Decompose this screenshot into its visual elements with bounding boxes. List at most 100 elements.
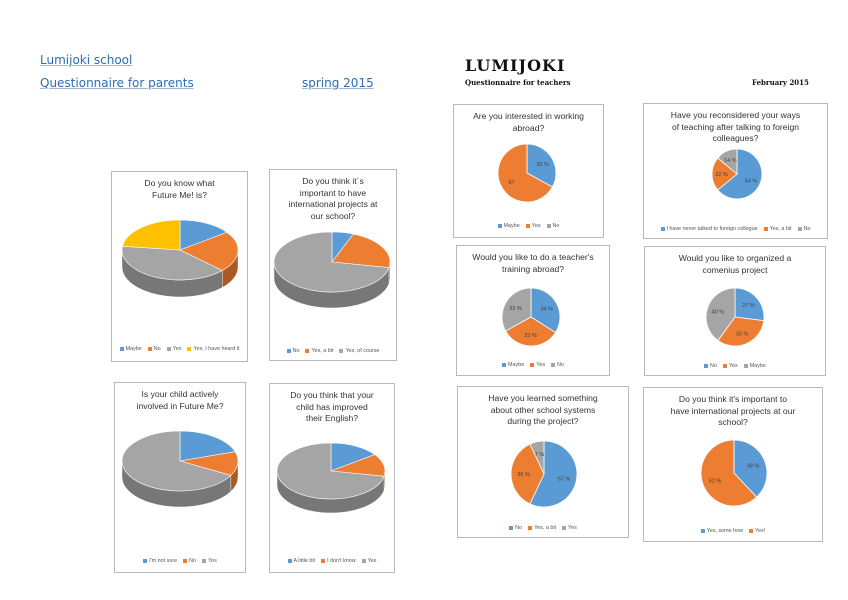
- chart-title-line: during the project?: [507, 416, 579, 426]
- chart-title-line: Do you know what: [144, 178, 215, 188]
- legend-label: Yes: [531, 223, 541, 229]
- legend-label: I'm not sure: [149, 558, 178, 564]
- data-label: 22 %: [715, 172, 728, 178]
- legend-label: No: [552, 223, 560, 229]
- pie-chart: [276, 442, 386, 514]
- legend-item: Yes: [525, 223, 541, 229]
- chart-title: Do you think it´s important to have intern…: [276, 176, 390, 222]
- chart-title: Is your child actively involved in Future…: [121, 389, 239, 412]
- chart-title-line: school?: [718, 417, 748, 427]
- data-label: 36 %: [517, 472, 530, 478]
- legend-label: Yes, of course: [345, 348, 380, 354]
- legend-swatch: [743, 363, 748, 368]
- legend-item: A little bit: [287, 558, 315, 564]
- legend-item: No: [546, 223, 560, 229]
- legend-label: Yes: [568, 525, 577, 531]
- legend-swatch: [722, 363, 727, 368]
- chart-title: Would you like to do a teacher's training…: [463, 252, 603, 275]
- chart-title-line: their English?: [305, 413, 359, 423]
- chart-title-line: Future Me! is?: [152, 189, 207, 200]
- legend-swatch: [528, 525, 533, 530]
- legend-item: Yes: [166, 346, 181, 352]
- pie-slice: [501, 287, 532, 332]
- chart-title: Do you think it's important to have inter…: [650, 394, 816, 429]
- legend-label: Yes: [208, 558, 217, 564]
- chart-title-line: Would you like to organized a: [678, 253, 792, 263]
- legend-item: I'm not sure: [143, 558, 177, 564]
- chart-title: Have you learned something about other sc…: [464, 393, 622, 428]
- chart-legend: Maybe Yes No: [459, 362, 607, 368]
- legend-swatch: [497, 223, 502, 228]
- pie-chart: [273, 231, 391, 309]
- legend-label: No: [557, 362, 564, 368]
- legend-swatch: [763, 226, 768, 231]
- chart-title-line: Do you think that your: [290, 390, 374, 400]
- legend-item: I don't know: [321, 558, 356, 564]
- legend-label: Yes: [536, 362, 546, 368]
- parents-school-title: Lumijoki school: [40, 53, 133, 67]
- legend-label: Maybe: [125, 346, 142, 352]
- chart-title-line: colleagues?: [712, 133, 759, 143]
- legend-label: Yes, I have heard it: [193, 346, 240, 352]
- legend-swatch: [546, 223, 551, 228]
- data-label: 67: [508, 180, 514, 186]
- legend-swatch: [660, 226, 665, 231]
- chart-legend: Maybe No Yes Yes, I have heard it: [114, 346, 245, 352]
- legend-label: Yes, a bit: [769, 226, 792, 232]
- legend-item: Yes, a bit: [763, 226, 792, 232]
- legend-label: No: [803, 226, 811, 232]
- legend-item: Yes, some how: [700, 528, 744, 534]
- legend-label: Yes!: [755, 528, 766, 534]
- data-label: 64 %: [745, 179, 758, 185]
- legend-label: No: [710, 363, 717, 369]
- chart-title-line: involved in Future Me?: [136, 400, 224, 411]
- legend-swatch: [147, 346, 152, 351]
- legend-item: Yes!: [749, 528, 765, 534]
- teachers-questionnaire-title: Questionnaire for teachers: [465, 78, 571, 87]
- legend-item: Yes: [722, 363, 738, 369]
- data-label: 33 %: [509, 306, 522, 312]
- data-label: 27 %: [742, 303, 755, 309]
- legend-item: Yes: [562, 525, 577, 531]
- legend-label: No: [292, 348, 300, 354]
- data-label: 33 %: [736, 332, 749, 338]
- legend-swatch: [502, 362, 507, 367]
- chart-legend: A little bit I don't know Yes: [272, 558, 392, 564]
- legend-swatch: [530, 362, 535, 367]
- pie-chart: 27 % 33 % 40 %: [705, 287, 765, 347]
- chart-title-line: Would you like to do a teacher's: [472, 252, 594, 262]
- legend-item: No: [183, 558, 196, 564]
- legend-label: No: [189, 558, 197, 564]
- legend-item: No: [797, 226, 811, 232]
- pie-slice: [121, 430, 232, 492]
- pie-slice: [497, 143, 553, 203]
- legend-swatch: [704, 363, 709, 368]
- legend-label: Yes: [728, 363, 738, 369]
- legend-label: Yes, some how: [706, 528, 744, 534]
- chart-title-line: Do you think it´s: [302, 176, 364, 186]
- chart-card-child-involved: Is your child actively involved in Future…: [114, 382, 246, 573]
- legend-label: No: [515, 525, 523, 531]
- legend-swatch: [321, 558, 326, 563]
- chart-card-teachers-intl-projects: Do you think it's important to have inter…: [643, 387, 823, 542]
- legend-swatch: [119, 346, 124, 351]
- chart-title-line: important to have: [299, 187, 367, 198]
- legend-item: Yes, of course: [339, 348, 379, 354]
- legend-label: Maybe: [503, 223, 520, 229]
- chart-card-comenius-project: Would you like to organized a comenius pr…: [644, 246, 826, 376]
- data-label: 38 %: [747, 463, 760, 469]
- chart-card-child-english: Do you think that your child has improved…: [269, 383, 395, 573]
- legend-swatch: [286, 348, 291, 353]
- pie-slice: [529, 440, 545, 475]
- pie-slice: [510, 443, 545, 505]
- pie-slice: [705, 287, 736, 342]
- legend-swatch: [183, 558, 188, 563]
- chart-card-school-systems: Have you learned something about other sc…: [457, 386, 629, 538]
- chart-title-line: have international projects at our: [670, 405, 796, 416]
- chart-card-working-abroad: Are you interested in working abroad? 33 %…: [453, 104, 604, 238]
- legend-item: No: [551, 362, 564, 368]
- chart-legend: Maybe Yes No: [456, 223, 601, 229]
- legend-label: Maybe: [508, 362, 525, 368]
- chart-card-teacher-training: Would you like to do a teacher's training…: [456, 245, 610, 376]
- legend-item: No: [147, 346, 161, 352]
